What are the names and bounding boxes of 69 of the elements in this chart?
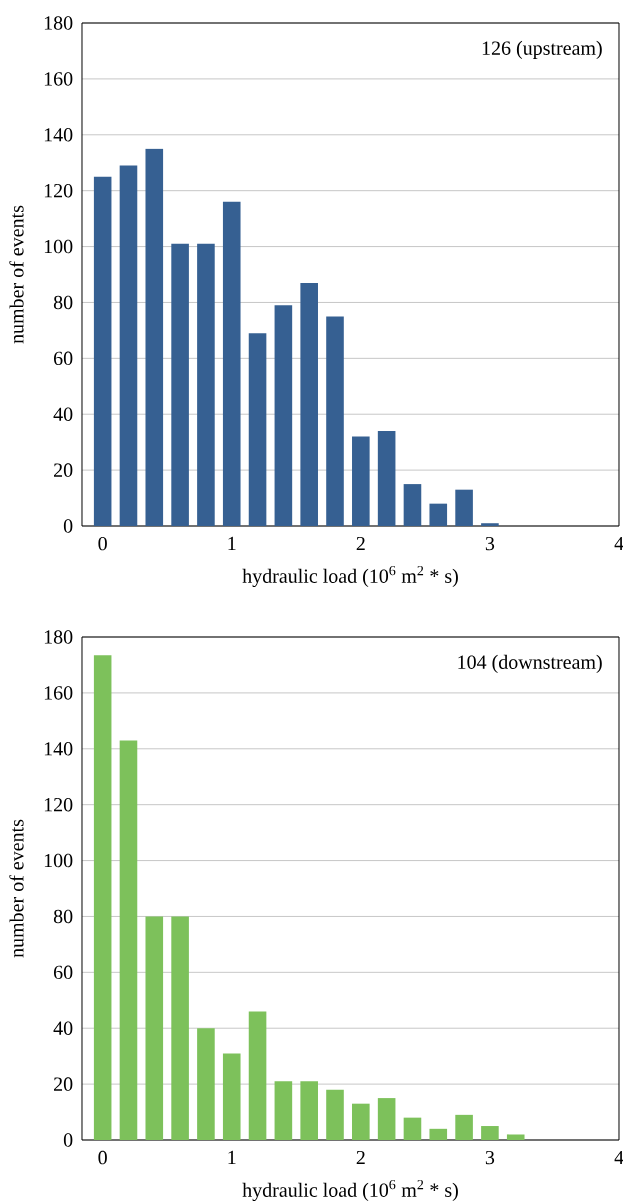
x-tick-label: 0 — [98, 1150, 107, 1165]
y-tick-label: 20 — [54, 463, 73, 477]
y-tick-label: 160 — [44, 686, 73, 700]
bar — [197, 1028, 215, 1140]
bar — [429, 1128, 448, 1140]
bar — [145, 916, 164, 1140]
y-tick-label: 180 — [44, 630, 73, 644]
bar — [377, 431, 396, 527]
y-tick-label: 40 — [53, 407, 73, 421]
x-tick-label: 0 — [98, 536, 107, 551]
y-tick-label: 160 — [44, 72, 73, 86]
bar — [145, 148, 164, 527]
bar — [326, 1089, 344, 1140]
bar — [119, 740, 138, 1140]
y-tick-label: 120 — [44, 183, 73, 198]
bar — [326, 316, 344, 527]
x-tick-label: 3 — [485, 536, 495, 551]
bar — [481, 1126, 499, 1140]
bar — [403, 484, 422, 527]
y-axis-title: number of events — [9, 819, 24, 958]
y-tick-label: 140 — [44, 742, 73, 756]
x-tick-label: 4 — [614, 1150, 623, 1165]
y-tick-label: 20 — [54, 1077, 73, 1091]
y-tick-label: 80 — [53, 909, 73, 924]
y-axis-title: number of events — [9, 205, 24, 344]
bar — [429, 503, 448, 527]
bar — [171, 916, 189, 1140]
y-tick-label: 180 — [44, 16, 73, 30]
y-tick-label: 100 — [44, 853, 73, 868]
y-tick-label: 60 — [54, 351, 73, 366]
bar — [403, 1117, 422, 1140]
y-tick-label: 0 — [63, 519, 73, 533]
bar — [352, 1103, 370, 1140]
bar — [455, 489, 473, 527]
x-axis-title: hydraulic load (10$^{6}$ m$^{2}$ * s) — [242, 565, 458, 588]
y-tick-label: 120 — [44, 797, 73, 812]
bar — [222, 201, 241, 527]
x-tick-label: 1 — [228, 536, 236, 551]
bar — [248, 1011, 267, 1140]
x-tick-label: 4 — [614, 536, 623, 551]
y-tick-label: 60 — [54, 965, 73, 980]
x-tick-label: 2 — [356, 1150, 365, 1165]
y-tick-label: 0 — [63, 1133, 73, 1147]
bar — [93, 176, 112, 527]
y-tick-label: 80 — [53, 295, 73, 310]
bar — [197, 243, 215, 527]
bar — [222, 1053, 241, 1140]
bar — [481, 523, 499, 527]
bar — [300, 1081, 318, 1140]
bar — [274, 305, 293, 527]
bar — [300, 282, 318, 527]
annotation: 126 (upstream) — [482, 40, 602, 59]
bar — [377, 1098, 396, 1140]
bar — [93, 655, 112, 1140]
bar — [352, 436, 370, 527]
bar — [119, 165, 138, 527]
bar — [171, 243, 189, 527]
x-tick-label: 3 — [485, 1150, 495, 1165]
bar — [506, 1134, 525, 1140]
y-tick-label: 100 — [44, 239, 73, 254]
y-tick-label: 140 — [44, 128, 73, 142]
bar — [274, 1081, 293, 1140]
y-tick-label: 40 — [53, 1021, 73, 1035]
annotation: 104 (downstream) — [458, 654, 602, 673]
x-tick-label: 1 — [228, 1150, 236, 1165]
bar — [248, 333, 267, 527]
x-axis-title: hydraulic load (10$^{6}$ m$^{2}$ * s) — [242, 1179, 458, 1202]
x-tick-label: 2 — [356, 536, 365, 551]
bar — [455, 1114, 473, 1140]
